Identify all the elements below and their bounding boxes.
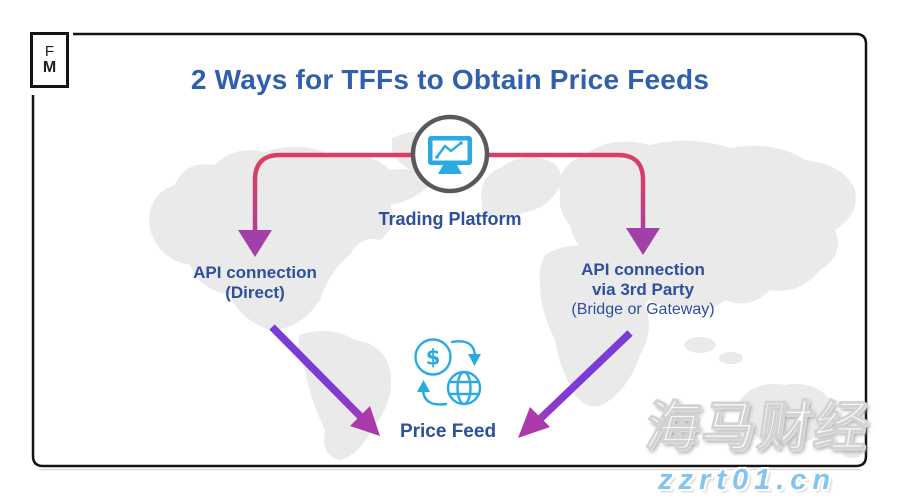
dollar-sign-glyph: $ [426, 346, 441, 370]
api-third-party-line3: (Bridge or Gateway) [571, 301, 715, 318]
api-third-party-label: API connection via 3rd Party (Bridge or … [571, 260, 714, 320]
api-third-party-line2: via 3rd Party [591, 280, 695, 299]
right-curve-arrow [480, 152, 660, 255]
fm-logo-letter-m: M [42, 58, 57, 76]
api-direct-line2: (Direct) [225, 283, 285, 302]
left-diagonal-arrow [269, 324, 380, 436]
fm-logo-letter-f: F [44, 42, 55, 60]
watermark-site: zzrt01.cn [658, 464, 837, 496]
world-map-background [149, 131, 862, 460]
api-direct-label: API connection (Direct) [193, 263, 317, 303]
currency-globe-exchange-icon: $ [414, 338, 482, 406]
api-third-party-line1: API connection [581, 260, 705, 279]
frame-border [31, 32, 868, 471]
page-title: 2 Ways for TFFs to Obtain Price Feeds [190, 64, 710, 95]
trading-platform-label: Trading Platform [378, 209, 522, 229]
monitor-chart-icon [428, 136, 472, 174]
fm-logo: F M [30, 32, 69, 88]
right-diagonal-arrow [518, 330, 633, 438]
watermark-brand: 海马财经 [641, 397, 875, 458]
api-direct-line1: API connection [193, 263, 317, 282]
left-curve-arrow [238, 152, 420, 257]
price-feed-label: Price Feed [399, 421, 497, 442]
